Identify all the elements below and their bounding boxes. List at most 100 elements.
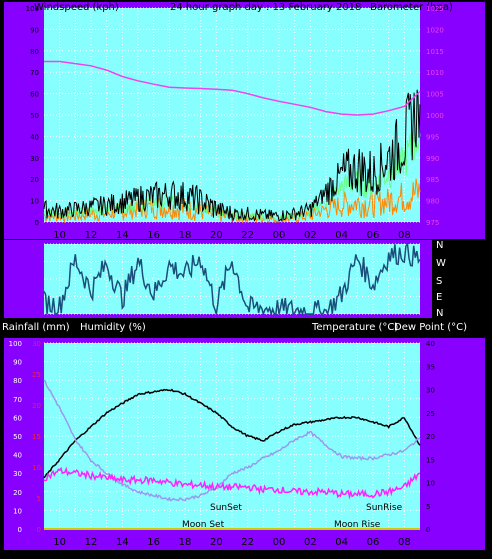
rain-y-tick: 5 xyxy=(37,495,41,503)
barometer-y-tick: 1025 xyxy=(426,5,444,13)
x-tick-label-bottom: 16 xyxy=(147,537,160,548)
humidity-y-tick: 20 xyxy=(13,489,22,497)
x-tick-label-bottom: 18 xyxy=(179,537,192,548)
dir-label-n-bottom: N xyxy=(436,308,443,319)
temperature-axis-title: Temperature (°C) xyxy=(311,322,398,333)
wind-y-tick: 80 xyxy=(30,48,39,56)
axes: 1010121214141616181820202222000002020404… xyxy=(9,5,444,548)
wind-axis-title: Windspeed (kph) xyxy=(34,2,119,13)
dir-label-w: W xyxy=(436,258,446,269)
rain-axis-title: Rainfall (mm) xyxy=(2,322,70,333)
humidity-y-tick: 60 xyxy=(13,414,22,422)
grid xyxy=(44,7,420,530)
barometer-y-tick: 975 xyxy=(426,219,439,227)
dewpoint-axis-title: Dew Point (°C) xyxy=(394,322,467,333)
barometer-y-tick: 1005 xyxy=(426,91,444,99)
x-tick-label-top: 20 xyxy=(210,230,223,241)
barometer-axis-title: Barometer (hpa) xyxy=(370,2,453,13)
series xyxy=(43,60,421,530)
temp-y-tick: 20 xyxy=(426,433,435,441)
rain-y-tick: 15 xyxy=(32,433,41,441)
x-tick-label-top: 06 xyxy=(367,230,380,241)
temp-y-tick: 15 xyxy=(426,456,435,464)
x-tick-label-top: 00 xyxy=(273,230,286,241)
wind-speed-line xyxy=(43,89,421,223)
temp-y-tick: 35 xyxy=(426,363,435,371)
wind-y-tick: 20 xyxy=(30,176,39,184)
barometer-y-tick: 985 xyxy=(426,176,439,184)
humidity-y-tick: 30 xyxy=(13,470,22,478)
annotation-moonset: Moon Set xyxy=(182,520,225,530)
rain-y-tick: 20 xyxy=(32,402,41,410)
humidity-y-tick: 50 xyxy=(13,433,22,441)
rain-y-tick: 10 xyxy=(32,464,41,472)
x-tick-label-top: 22 xyxy=(241,230,254,241)
x-tick-label-bottom: 08 xyxy=(398,537,411,548)
wind-y-tick: 10 xyxy=(30,198,39,206)
annotation-sunset: SunSet xyxy=(210,503,242,513)
barometer-y-tick: 995 xyxy=(426,133,439,141)
humidity-y-tick: 100 xyxy=(9,340,22,348)
annotation-moonrise: Moon Rise xyxy=(334,520,381,530)
barometer-y-tick: 1020 xyxy=(426,26,444,34)
dir-label-s: S xyxy=(436,276,442,287)
x-tick-label-bottom: 20 xyxy=(210,537,223,548)
rain-y-tick: 0 xyxy=(37,526,41,534)
x-tick-label-top: 04 xyxy=(335,230,348,241)
x-tick-label-bottom: 10 xyxy=(53,537,66,548)
humidity-y-tick: 90 xyxy=(13,359,22,367)
humidity-y-tick: 80 xyxy=(13,377,22,385)
x-tick-label-bottom: 00 xyxy=(273,537,286,548)
x-tick-label-top: 10 xyxy=(53,230,66,241)
wind-y-tick: 90 xyxy=(30,26,39,34)
wind-y-tick: 70 xyxy=(30,69,39,77)
x-tick-label-top: 02 xyxy=(304,230,317,241)
x-tick-label-top: 16 xyxy=(147,230,160,241)
humidity-y-tick: 70 xyxy=(13,396,22,404)
rain-y-tick: 25 xyxy=(32,371,41,379)
x-tick-label-bottom: 02 xyxy=(304,537,317,548)
temp-y-tick: 0 xyxy=(426,526,430,534)
barometer-y-tick: 1015 xyxy=(426,48,444,56)
wind-y-tick: 40 xyxy=(30,133,39,141)
dew_point-line xyxy=(43,466,421,500)
wind-y-tick: 50 xyxy=(30,112,39,120)
x-tick-label-bottom: 06 xyxy=(367,537,380,548)
x-tick-label-top: 12 xyxy=(85,230,98,241)
humidity-y-tick: 10 xyxy=(13,507,22,515)
x-tick-label-bottom: 12 xyxy=(85,537,98,548)
temp-y-tick: 5 xyxy=(426,503,430,511)
wind-direction-line xyxy=(43,242,421,317)
x-tick-label-bottom: 14 xyxy=(116,537,129,548)
direction-plot-area xyxy=(44,244,420,314)
dir-label-e: E xyxy=(436,292,442,303)
barometer-y-tick: 1010 xyxy=(426,69,444,77)
humidity-y-tick: 0 xyxy=(18,526,22,534)
chart-title: 24 hour graph day : 13 February 2018 xyxy=(170,2,361,13)
humidity-y-tick: 40 xyxy=(13,452,22,460)
x-tick-label-top: 08 xyxy=(398,230,411,241)
temp-y-tick: 30 xyxy=(426,387,435,395)
barometer-y-tick: 1000 xyxy=(426,112,444,120)
wind-y-tick: 60 xyxy=(30,91,39,99)
x-tick-label-top: 18 xyxy=(179,230,192,241)
barometer-y-tick: 980 xyxy=(426,198,439,206)
x-tick-label-bottom: 22 xyxy=(241,537,254,548)
humidity-line xyxy=(43,379,421,502)
humidity-axis-title: Humidity (%) xyxy=(80,322,146,333)
x-tick-label-top: 14 xyxy=(116,230,129,241)
temperature-line xyxy=(43,388,421,479)
annotation-sunrise: SunRise xyxy=(366,503,403,513)
temp-y-tick: 25 xyxy=(426,410,435,418)
wind-y-tick: 100 xyxy=(26,5,39,13)
dir-label-n-top: N xyxy=(436,240,443,251)
x-tick-label-bottom: 04 xyxy=(335,537,348,548)
barometer-y-tick: 990 xyxy=(426,155,439,163)
barometer-line xyxy=(44,60,421,116)
wind-y-tick: 0 xyxy=(35,219,39,227)
rain-y-tick: 30 xyxy=(32,340,41,348)
wind-y-tick: 30 xyxy=(30,155,39,163)
temp-y-tick: 10 xyxy=(426,480,435,488)
